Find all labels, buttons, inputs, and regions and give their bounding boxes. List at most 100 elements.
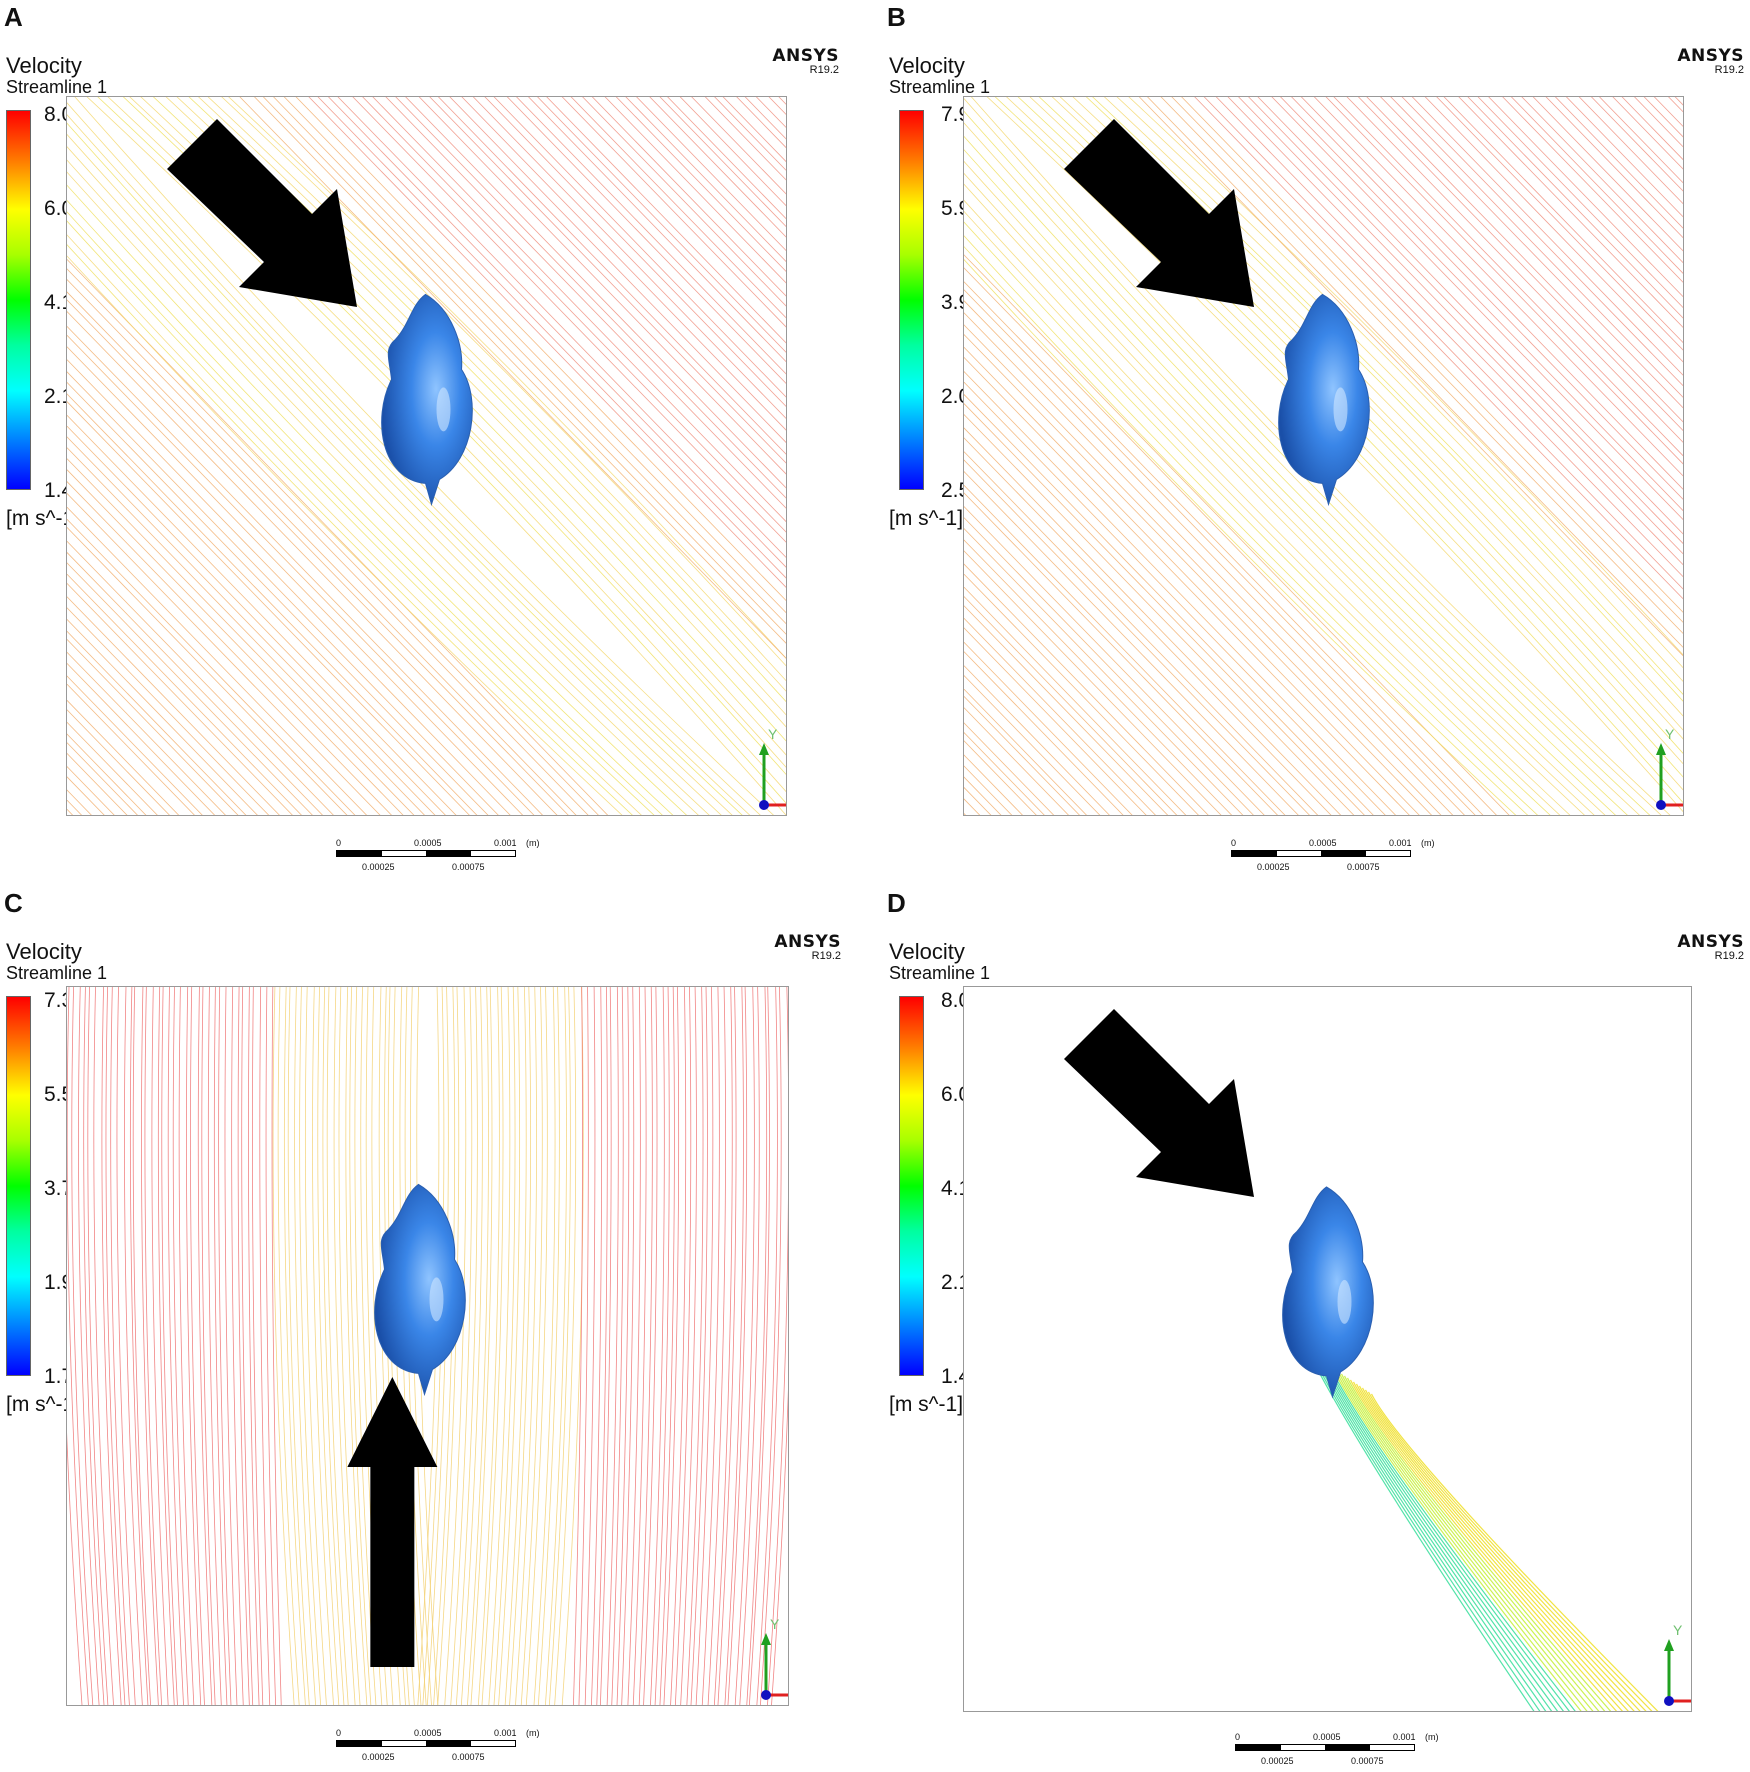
streamline — [67, 325, 543, 815]
axis-triad: XY — [759, 726, 786, 810]
streamline — [178, 987, 195, 1705]
streamline — [663, 987, 680, 1705]
streamline — [582, 97, 786, 307]
variable-title: Velocity — [889, 53, 965, 78]
streamline — [1367, 1391, 1653, 1711]
streamline — [964, 210, 1561, 815]
streamline — [1181, 97, 1683, 613]
streamline — [1565, 97, 1683, 218]
streamline — [1313, 97, 1683, 477]
streamline — [964, 707, 1069, 815]
scale-bar: 0 0.0005 0.001 (m) 0.00025 0.00075 — [336, 1728, 540, 1762]
scale-label-00075: 0.00075 — [1347, 862, 1380, 872]
streamline — [760, 987, 782, 1705]
z-axis-dot — [759, 800, 769, 810]
streamline — [201, 987, 216, 1705]
streamline — [67, 573, 302, 815]
streamline — [317, 987, 340, 1705]
streamline — [1621, 97, 1683, 161]
variable-subtitle: Streamline 1 — [6, 77, 108, 97]
streamline — [67, 1432, 83, 1705]
streamline — [591, 987, 603, 1705]
streamline — [964, 267, 1497, 815]
streamline — [308, 97, 786, 588]
streamline — [964, 289, 1476, 815]
streamline — [467, 987, 489, 1705]
streamline — [67, 582, 293, 815]
streamline — [1103, 97, 1683, 682]
streamline — [67, 359, 511, 815]
streamline — [1280, 97, 1683, 512]
streamline — [67, 551, 323, 815]
streamline — [627, 987, 641, 1705]
streamline — [231, 987, 244, 1705]
scale-label-0: 0 — [1231, 838, 1237, 848]
streamline — [151, 987, 169, 1705]
streamline — [755, 97, 786, 128]
scale-label-00025: 0.00025 — [1257, 862, 1290, 872]
streamline — [584, 987, 596, 1705]
streamline — [964, 324, 1442, 815]
streamline — [964, 183, 1585, 815]
variable-subtitle: Streamline 1 — [6, 963, 108, 983]
streamline — [717, 987, 737, 1705]
streamline — [636, 97, 786, 252]
streamline-plot: XY — [66, 986, 789, 1706]
streamline — [771, 1389, 788, 1705]
streamline — [525, 987, 548, 1705]
streamline — [67, 381, 489, 815]
streamline — [1300, 97, 1683, 490]
streamline — [67, 506, 367, 815]
streamline — [110, 987, 130, 1705]
streamline — [964, 765, 1013, 815]
streamline — [186, 987, 202, 1705]
streamline — [615, 97, 786, 272]
streamline — [67, 258, 609, 815]
streamline — [395, 97, 786, 499]
scale-label-00075: 0.00075 — [452, 1752, 485, 1762]
streamline — [591, 97, 786, 297]
streamline — [713, 987, 733, 1705]
streamline — [1634, 97, 1683, 148]
streamline — [727, 987, 748, 1705]
streamline — [477, 987, 500, 1705]
streamline — [1364, 1389, 1647, 1711]
scale-bar-graphic — [1235, 1744, 1415, 1751]
variable-title: Velocity — [889, 939, 965, 964]
scale-unit: (m) — [1421, 838, 1435, 848]
axis-triad: XY — [1664, 1622, 1691, 1706]
streamline — [484, 97, 786, 407]
streamline — [1128, 97, 1683, 656]
scale-label-00025: 0.00025 — [1261, 1756, 1294, 1766]
streamline — [674, 987, 692, 1705]
streamline — [198, 97, 786, 692]
streamline — [616, 987, 630, 1705]
streamline — [695, 987, 714, 1705]
streamline — [739, 987, 760, 1705]
brand-name: ANSYS — [774, 932, 841, 952]
streamline-canvas: XY — [964, 97, 1683, 815]
streamlines — [1307, 1351, 1659, 1711]
streamline — [1532, 97, 1683, 252]
streamline — [964, 675, 1101, 815]
streamlines — [964, 97, 1683, 815]
streamline — [1171, 97, 1683, 623]
streamline — [1328, 1365, 1576, 1711]
brand-version: R19.2 — [809, 64, 839, 76]
streamline — [248, 987, 260, 1705]
streamline — [964, 754, 1023, 815]
streamline — [596, 987, 608, 1705]
streamline — [1194, 97, 1683, 600]
brand-version: R19.2 — [1714, 64, 1744, 76]
streamline — [509, 987, 532, 1705]
scale-bar-graphic — [336, 1740, 516, 1747]
brand-name: ANSYS — [1677, 932, 1744, 952]
brand-version: R19.2 — [1714, 950, 1744, 962]
z-axis-dot — [1664, 1696, 1674, 1706]
streamline — [385, 97, 786, 509]
streamline — [67, 436, 436, 815]
streamline — [287, 987, 310, 1705]
streamline — [643, 987, 658, 1705]
brand-version: R19.2 — [811, 950, 841, 962]
organism-highlight — [1337, 1279, 1352, 1324]
